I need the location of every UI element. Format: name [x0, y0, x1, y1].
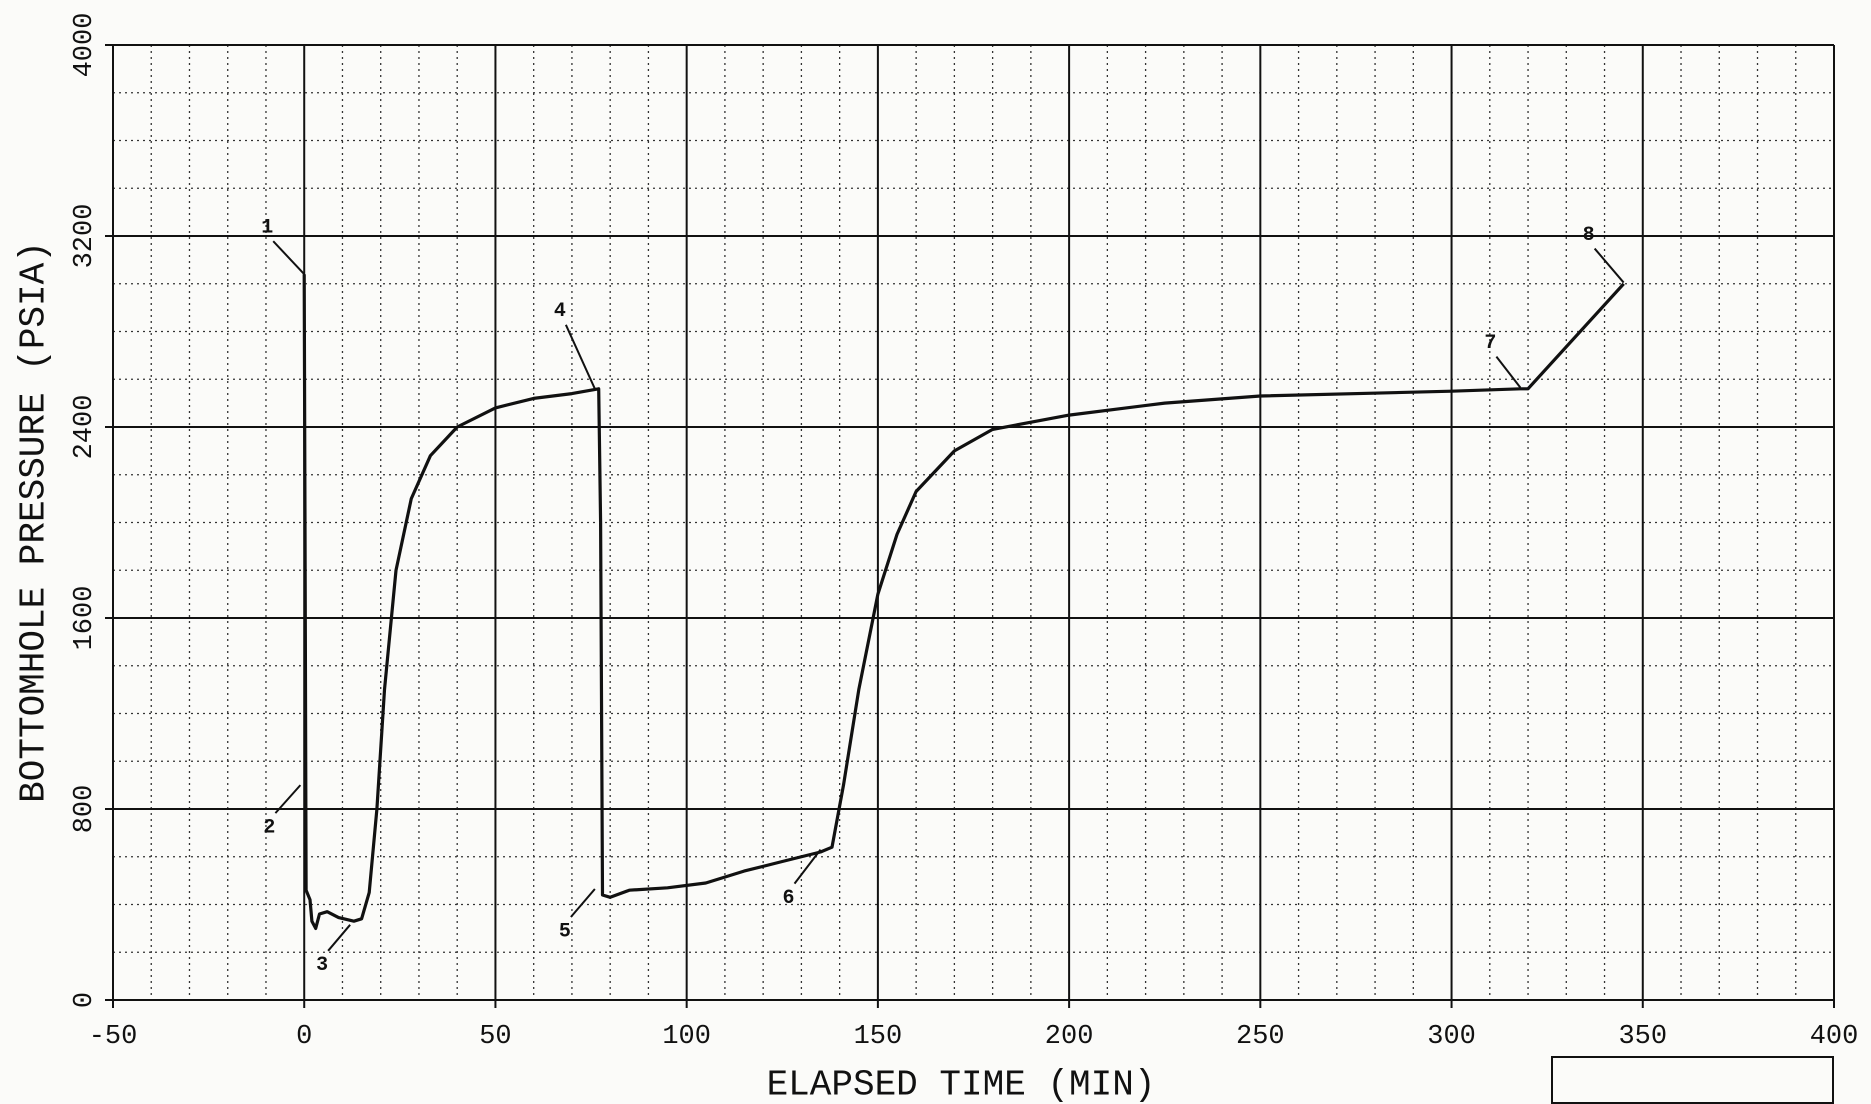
x-tick-label: 150	[854, 1022, 903, 1052]
annotation-label: 7	[1484, 332, 1496, 355]
x-tick-label: 350	[1618, 1022, 1667, 1052]
annotation-leader	[272, 240, 305, 275]
annotation-label: 2	[263, 816, 275, 839]
annotation-label: 1	[261, 216, 273, 239]
y-tick-label: 800	[70, 785, 100, 834]
annotation-label: 4	[554, 300, 566, 323]
x-tick-label: 200	[1045, 1022, 1094, 1052]
stamp-box	[1551, 1056, 1834, 1104]
x-tick-label: 0	[296, 1022, 312, 1052]
annotation-leader	[1593, 247, 1625, 284]
annotation-leader	[327, 924, 351, 952]
x-axis-title: ELAPSED TIME (MIN)	[767, 1065, 1156, 1104]
annotation-label: 3	[316, 954, 328, 977]
y-tick-label: 3200	[70, 204, 100, 269]
y-tick-label: 1600	[70, 586, 100, 651]
x-tick-label: 100	[662, 1022, 711, 1052]
annotation-label: 8	[1583, 224, 1595, 247]
x-tick-label: 400	[1810, 1022, 1859, 1052]
x-tick-label: 300	[1427, 1022, 1476, 1052]
annotation-leader	[570, 888, 596, 918]
annotation-leader	[1495, 355, 1522, 389]
x-tick-label: 250	[1236, 1022, 1285, 1052]
annotation-label: 6	[783, 887, 795, 910]
data-line	[302, 274, 1625, 930]
y-tick-label: 4000	[70, 13, 100, 78]
annotation-leader	[793, 848, 822, 885]
annotation-leader	[274, 784, 302, 814]
x-tick-label: -50	[89, 1022, 138, 1052]
y-tick-label: 2400	[70, 395, 100, 460]
annotation-label: 5	[559, 920, 571, 943]
annotation-leader	[564, 324, 596, 390]
y-axis-title: BOTTOMHOLE PRESSURE (PSIA)	[14, 241, 55, 803]
y-tick-label: 0	[70, 992, 100, 1008]
x-tick-label: 50	[479, 1022, 511, 1052]
